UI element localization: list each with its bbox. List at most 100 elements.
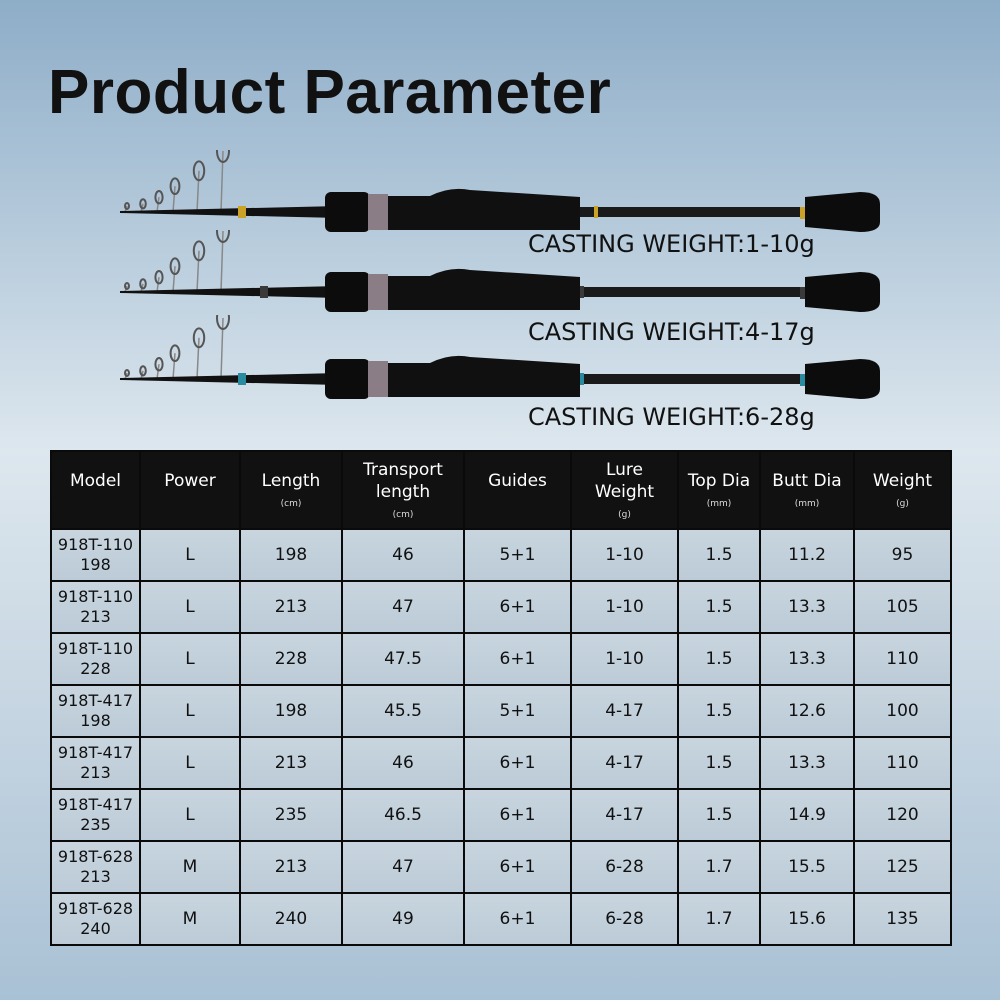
table-row: 918T-417 213 L 213 46 6+1 4-17 1.5 13.3 110 xyxy=(50,736,952,790)
column-header: Model xyxy=(50,450,141,530)
column-header: Butt Dia (mm) xyxy=(759,450,855,530)
column-header-label: Length xyxy=(261,471,321,491)
column-unit: (mm) xyxy=(706,499,732,509)
table-row: 918T-628 240 M 240 49 6+1 6-28 1.7 15.6 135 xyxy=(50,892,952,946)
table-cell: 918T-417 213 xyxy=(50,736,141,790)
table-cell: 918T-417 198 xyxy=(50,684,141,738)
table-cell: 918T-628 240 xyxy=(50,892,141,946)
table-cell: L xyxy=(139,684,241,738)
column-unit: (g) xyxy=(618,510,631,520)
table-cell: 1.5 xyxy=(677,788,761,842)
table-cell: 4-17 xyxy=(570,788,679,842)
table-cell: 14.9 xyxy=(759,788,855,842)
table-cell: 13.3 xyxy=(759,580,855,634)
casting-weight-label: CASTING WEIGHT:4-17g xyxy=(528,318,815,346)
table-cell: 12.6 xyxy=(759,684,855,738)
table-cell: 918T-417 235 xyxy=(50,788,141,842)
table-cell: 46.5 xyxy=(341,788,465,842)
table-cell: 47 xyxy=(341,840,465,894)
column-header-label: Transport length xyxy=(363,460,443,502)
table-cell: 1-10 xyxy=(570,580,679,634)
table-cell: 120 xyxy=(853,788,952,842)
table-cell: 46 xyxy=(341,736,465,790)
table-cell: 110 xyxy=(853,736,952,790)
table-cell: 918T-110 228 xyxy=(50,632,141,686)
table-row: 918T-417 198 L 198 45.5 5+1 4-17 1.5 12.6 100 xyxy=(50,684,952,738)
table-cell: 1-10 xyxy=(570,528,679,582)
table-cell: 105 xyxy=(853,580,952,634)
table-cell: 198 xyxy=(239,684,343,738)
casting-weight-label: CASTING WEIGHT:6-28g xyxy=(528,403,815,431)
table-cell: 6+1 xyxy=(463,788,572,842)
table-cell: 1.5 xyxy=(677,528,761,582)
table-header-row: Model Power Length (cm) Transport length (cm)… xyxy=(50,450,952,530)
table-cell: 1.7 xyxy=(677,840,761,894)
table-cell: 13.3 xyxy=(759,632,855,686)
column-unit: (mm) xyxy=(794,499,820,509)
table-cell: 46 xyxy=(341,528,465,582)
table-cell: 1-10 xyxy=(570,632,679,686)
column-header: Length (cm) xyxy=(239,450,343,530)
table-cell: 235 xyxy=(239,788,343,842)
table-cell: 6-28 xyxy=(570,840,679,894)
table-cell: 213 xyxy=(239,840,343,894)
table-cell: 6+1 xyxy=(463,580,572,634)
parameter-table: Model Power Length (cm) Transport length (cm)… xyxy=(50,450,952,946)
table-cell: 240 xyxy=(239,892,343,946)
column-header-label: Top Dia xyxy=(687,471,751,491)
table-cell: 6+1 xyxy=(463,632,572,686)
table-cell: 45.5 xyxy=(341,684,465,738)
rod-guides xyxy=(124,219,230,293)
column-header: Transport length (cm) xyxy=(341,450,465,530)
table-cell: 95 xyxy=(853,528,952,582)
table-cell: 49 xyxy=(341,892,465,946)
table-cell: 5+1 xyxy=(463,528,572,582)
table-cell: 1.5 xyxy=(677,580,761,634)
table-cell: L xyxy=(139,580,241,634)
table-cell: 213 xyxy=(239,736,343,790)
column-header-label: Model xyxy=(69,471,122,491)
table-cell: M xyxy=(139,840,241,894)
table-cell: M xyxy=(139,892,241,946)
table-cell: 918T-110 213 xyxy=(50,580,141,634)
rod-guides xyxy=(124,306,230,380)
table-cell: 110 xyxy=(853,632,952,686)
table-row: 918T-110 198 L 198 46 5+1 1-10 1.5 11.2 95 xyxy=(50,528,952,582)
table-cell: 6+1 xyxy=(463,892,572,946)
column-header-label: Butt Dia xyxy=(772,471,842,491)
table-row: 918T-628 213 M 213 47 6+1 6-28 1.7 15.5 125 xyxy=(50,840,952,894)
table-cell: 15.6 xyxy=(759,892,855,946)
column-header: Weight (g) xyxy=(853,450,952,530)
table-cell: 213 xyxy=(239,580,343,634)
column-header-label: Lure Weight xyxy=(594,460,655,502)
rod-guides xyxy=(124,139,230,213)
column-header-label: Guides xyxy=(488,471,547,491)
table-cell: 1.5 xyxy=(677,736,761,790)
table-row: 918T-110 213 L 213 47 6+1 1-10 1.5 13.3 105 xyxy=(50,580,952,634)
table-cell: 918T-110 198 xyxy=(50,528,141,582)
column-header-label: Power xyxy=(164,471,216,491)
fishing-rod-image xyxy=(110,306,890,425)
column-unit: (g) xyxy=(896,499,909,509)
table-cell: 4-17 xyxy=(570,736,679,790)
table-cell: 198 xyxy=(239,528,343,582)
column-header: Guides xyxy=(463,450,572,530)
table-cell: 47.5 xyxy=(341,632,465,686)
table-cell: 15.5 xyxy=(759,840,855,894)
table-cell: 1.7 xyxy=(677,892,761,946)
table-cell: 13.3 xyxy=(759,736,855,790)
table-cell: 228 xyxy=(239,632,343,686)
column-header: Power xyxy=(139,450,241,530)
table-row: 918T-417 235 L 235 46.5 6+1 4-17 1.5 14.9 120 xyxy=(50,788,952,842)
table-cell: 918T-628 213 xyxy=(50,840,141,894)
table-cell: 1.5 xyxy=(677,684,761,738)
table-cell: 1.5 xyxy=(677,632,761,686)
table-cell: 6+1 xyxy=(463,840,572,894)
table-cell: 6-28 xyxy=(570,892,679,946)
table-cell: 47 xyxy=(341,580,465,634)
table-cell: 135 xyxy=(853,892,952,946)
fishing-rod-image xyxy=(110,219,890,340)
column-header: Lure Weight (g) xyxy=(570,450,679,530)
column-header-label: Weight xyxy=(872,471,933,491)
table-cell: L xyxy=(139,736,241,790)
